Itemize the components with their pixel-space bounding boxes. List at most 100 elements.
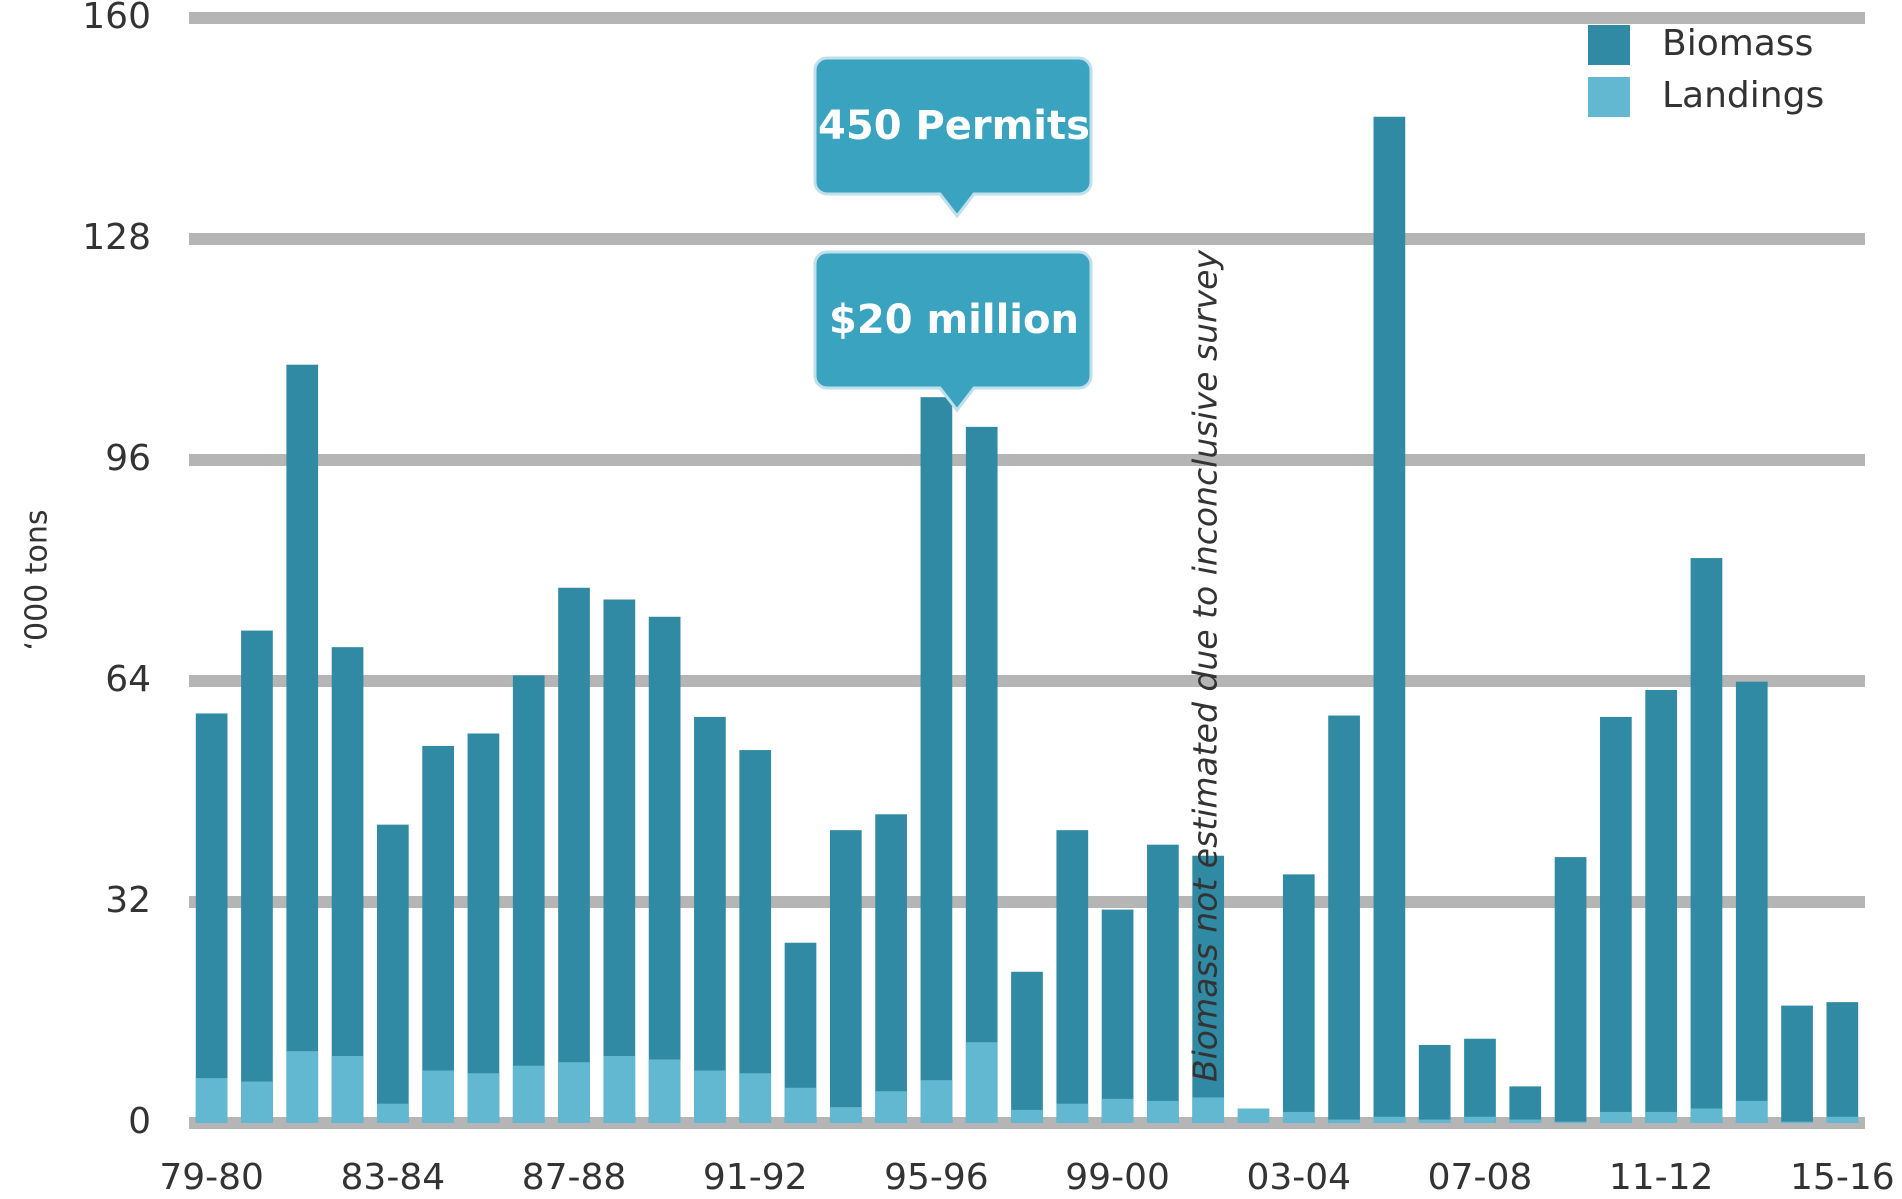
- x-tick-label: 11-12: [1609, 1157, 1714, 1198]
- bar: [422, 745, 454, 1123]
- bar: [739, 1073, 772, 1123]
- bar: [1328, 715, 1360, 1123]
- x-tick-label: 91-92: [703, 1157, 808, 1198]
- bar: [1056, 1103, 1089, 1123]
- callout-label: 450 Permits: [818, 103, 1090, 149]
- bar: [1554, 1121, 1587, 1123]
- y-tick-label: 32: [105, 880, 151, 921]
- bar: [467, 733, 500, 1123]
- bar: [376, 824, 409, 1123]
- bar: [965, 1042, 998, 1123]
- bar: [648, 616, 681, 1123]
- bar: [1101, 1098, 1134, 1123]
- y-tick-label: 0: [128, 1101, 151, 1142]
- legend-label: Biomass: [1662, 23, 1813, 64]
- bar: [1147, 1100, 1179, 1123]
- bar: [1735, 681, 1768, 1123]
- callout: 450 Permits: [813, 56, 1093, 219]
- bar: [694, 716, 726, 1123]
- bar: [422, 1070, 454, 1123]
- bar: [1056, 830, 1089, 1123]
- bar: [875, 814, 907, 1123]
- callout-label: $20 million: [829, 297, 1079, 343]
- x-tick-label: 07-08: [1428, 1157, 1533, 1198]
- bar: [1826, 1002, 1859, 1123]
- bar: [1328, 1119, 1360, 1123]
- bar: [1600, 716, 1632, 1123]
- x-tick-label: 03-04: [1246, 1157, 1351, 1198]
- bar: [1282, 1111, 1315, 1123]
- bar: [1735, 1100, 1768, 1123]
- bar: [241, 1081, 273, 1123]
- bar: [286, 1051, 319, 1123]
- bar: [965, 426, 998, 1124]
- callout-box: [813, 250, 1093, 413]
- bar: [1781, 1005, 1813, 1123]
- bar: [1690, 558, 1723, 1123]
- bar: [512, 675, 545, 1123]
- bar: [1192, 855, 1225, 1123]
- legend-swatch: [1588, 25, 1630, 65]
- bar: [1418, 1119, 1451, 1123]
- bar: [920, 397, 953, 1123]
- bar: [1011, 1109, 1043, 1123]
- bar: [875, 1091, 907, 1123]
- callout: $20 million: [813, 250, 1093, 413]
- bar: [1147, 844, 1179, 1123]
- bar: [1418, 1044, 1451, 1123]
- bar: [1781, 1121, 1813, 1123]
- legend-label: Landings: [1662, 75, 1824, 116]
- x-tick-label: 83-84: [341, 1157, 446, 1198]
- bar: [1600, 1111, 1632, 1123]
- bar: [1826, 1116, 1859, 1123]
- bar: [603, 1056, 636, 1123]
- callout-box: [813, 56, 1093, 219]
- x-tick-label: 95-96: [884, 1157, 989, 1198]
- bar: [558, 1062, 590, 1123]
- bar: [829, 1107, 862, 1123]
- bar: [694, 1070, 726, 1123]
- bar: [1282, 874, 1315, 1123]
- y-tick-label: 128: [82, 217, 151, 258]
- legend-swatch: [1588, 77, 1630, 117]
- bar: [648, 1059, 681, 1123]
- bar: [1011, 971, 1043, 1123]
- x-tick-label: 87-88: [522, 1157, 627, 1198]
- bar: [1509, 1119, 1542, 1123]
- bar: [1645, 689, 1678, 1123]
- annotation: Biomass not estimated due to inconclusiv…: [1186, 250, 1225, 1082]
- bar: [331, 647, 364, 1123]
- bar: [739, 750, 772, 1123]
- y-tick-label: 96: [105, 438, 151, 479]
- bar: [195, 1078, 228, 1123]
- bar: [376, 1103, 409, 1123]
- bar: [829, 830, 862, 1123]
- bar: [1373, 116, 1406, 1123]
- bar: [286, 364, 319, 1124]
- bar: [331, 1056, 364, 1123]
- bar: [195, 713, 228, 1123]
- bar: [1192, 1097, 1225, 1123]
- bar: [1554, 857, 1587, 1123]
- bar: [241, 630, 273, 1123]
- y-tick-label: 160: [82, 0, 151, 37]
- y-axis-label: ‘000 tons: [20, 509, 55, 650]
- bar: [1464, 1038, 1496, 1123]
- y-tick-label: 64: [105, 659, 151, 700]
- bar: [512, 1065, 545, 1123]
- bar: [1464, 1116, 1496, 1123]
- bar: [1690, 1108, 1723, 1123]
- bar: [467, 1073, 500, 1123]
- bar: [920, 1080, 953, 1123]
- bar: [1237, 1108, 1270, 1123]
- bar: [1101, 909, 1134, 1123]
- bar: [1509, 1086, 1542, 1123]
- bar: [784, 1087, 817, 1123]
- x-tick-label: 99-00: [1065, 1157, 1170, 1198]
- bar: [1373, 1116, 1406, 1123]
- x-tick-label: 79-80: [159, 1157, 264, 1198]
- bar: [558, 587, 590, 1123]
- bar: [1645, 1111, 1678, 1123]
- x-tick-label: 15-16: [1790, 1157, 1895, 1198]
